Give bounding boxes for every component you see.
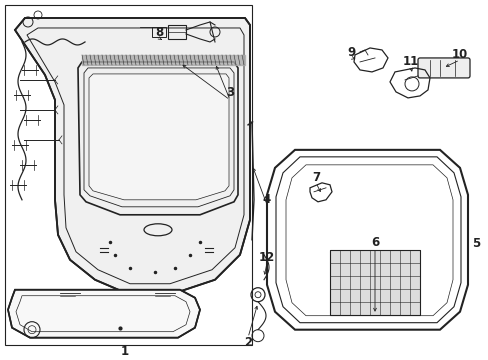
Text: 7: 7 (311, 171, 320, 184)
Polygon shape (89, 74, 228, 200)
Bar (329, 250, 419, 315)
Text: 1: 1 (121, 345, 129, 358)
Text: 12: 12 (258, 251, 275, 264)
Polygon shape (15, 18, 249, 295)
Text: 2: 2 (244, 336, 251, 349)
Bar (168, 25, 185, 39)
Text: 5: 5 (471, 237, 479, 250)
Text: 11: 11 (402, 55, 418, 68)
Text: 3: 3 (225, 86, 234, 99)
FancyBboxPatch shape (417, 58, 469, 78)
Text: 6: 6 (370, 236, 378, 249)
Text: 9: 9 (347, 46, 355, 59)
Bar (152, 27, 165, 37)
Text: 8: 8 (155, 27, 163, 40)
Text: 10: 10 (451, 49, 467, 62)
Polygon shape (8, 290, 200, 338)
Text: 4: 4 (263, 193, 270, 206)
